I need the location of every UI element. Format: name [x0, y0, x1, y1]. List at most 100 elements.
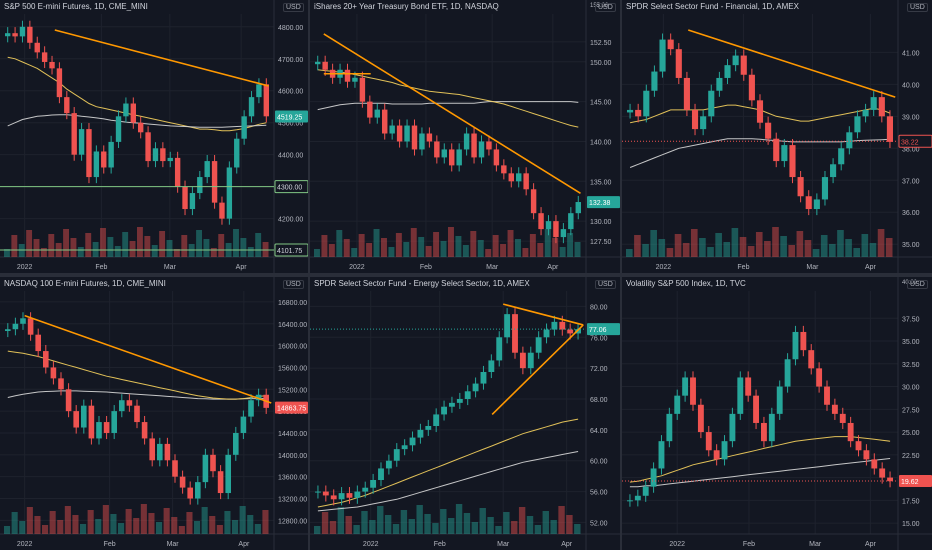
- volume-bar: [384, 515, 392, 534]
- chart-xle-svg[interactable]: 52.00 56.00 60.00 64.00 68.00 72.00 76.00 80.00…: [310, 277, 620, 550]
- volume-bar: [159, 231, 166, 257]
- candle-body: [690, 377, 696, 405]
- candle-body: [504, 314, 511, 338]
- chart-panel-xlf[interactable]: 35.00 36.00 37.00 38.00 39.00 40.00 41.00 2022 F…: [622, 0, 932, 273]
- volume-bar: [853, 248, 861, 257]
- currency-label[interactable]: USD: [283, 3, 304, 12]
- currency-label[interactable]: USD: [283, 280, 304, 289]
- trendline[interactable]: [323, 33, 581, 194]
- candle-body: [854, 116, 861, 133]
- candle-body: [855, 441, 862, 451]
- chart-es-svg[interactable]: 4200.00 4300.00 4400.00 4500.00 4600.00 4700.…: [0, 0, 308, 273]
- y-tick-label: 38.00: [902, 146, 920, 153]
- trendline[interactable]: [24, 314, 272, 404]
- price-tag-label: 4300.00: [277, 185, 302, 192]
- volume-bar: [87, 510, 94, 534]
- volume-bar: [448, 227, 454, 257]
- volume-bar: [395, 233, 402, 257]
- currency-label[interactable]: USD: [907, 3, 928, 12]
- chart-tlt-svg[interactable]: 127.50 130.00 135.00 140.00 145.00 150.00 152.…: [310, 0, 620, 273]
- candle-body: [425, 426, 432, 430]
- candle-body: [417, 429, 424, 438]
- candle-body: [871, 459, 878, 469]
- volume-bar: [829, 244, 836, 257]
- candle-body: [700, 116, 707, 130]
- volume-bar: [26, 507, 33, 534]
- candle-body: [65, 389, 72, 412]
- candle-body: [433, 414, 440, 426]
- y-tick-label: 16000.00: [278, 344, 307, 351]
- candle-body: [560, 229, 567, 238]
- volume-bar: [255, 233, 262, 257]
- y-tick-label: 150.00: [590, 60, 612, 67]
- candle-body: [179, 476, 186, 488]
- candle-body: [182, 186, 188, 210]
- volume-bar: [4, 249, 10, 257]
- candle-body: [41, 52, 48, 62]
- chart-panel-xle[interactable]: 52.00 56.00 60.00 64.00 68.00 72.00 76.00 80.00…: [310, 277, 620, 550]
- price-tag: [587, 323, 620, 336]
- trendline[interactable]: [687, 29, 896, 98]
- candle-body: [575, 202, 581, 214]
- volume-bar: [133, 518, 140, 534]
- volume-bar: [820, 235, 828, 257]
- volume-bar: [552, 238, 559, 257]
- moving-average-line: [629, 458, 891, 488]
- chart-panel-vix[interactable]: 15.0017.5020.0022.5025.0027.5030.0032.50…: [622, 277, 932, 550]
- volume-bar: [416, 505, 423, 534]
- volume-bar: [574, 524, 581, 534]
- trendline[interactable]: [502, 303, 584, 326]
- trendline[interactable]: [491, 324, 584, 415]
- y-tick-label: 27.50: [902, 407, 920, 414]
- currency-label[interactable]: USD: [595, 3, 616, 12]
- y-tick-label: 4500.00: [278, 121, 303, 128]
- candle-body: [71, 113, 77, 155]
- volume-bar: [542, 511, 549, 534]
- volume-bar: [233, 229, 239, 257]
- chart-panel-tlt[interactable]: 127.50 130.00 135.00 140.00 145.00 150.00 152.…: [310, 0, 620, 273]
- price-tag-label: 38.22: [901, 139, 919, 146]
- candle-body: [370, 480, 377, 488]
- volume-bar: [861, 234, 869, 257]
- volume-bar: [885, 238, 893, 257]
- y-tick-label: 155.00: [590, 3, 609, 9]
- chart-panel-es[interactable]: 4200.00 4300.00 4400.00 4500.00 4600.00 4700.…: [0, 0, 308, 273]
- volume-bar: [328, 244, 335, 257]
- volume-bar: [358, 234, 365, 257]
- currency-label[interactable]: USD: [907, 280, 928, 289]
- chart-xlf-svg[interactable]: 35.00 36.00 37.00 38.00 39.00 40.00 41.00 2022 F…: [622, 0, 932, 273]
- candle-body: [464, 391, 471, 399]
- candle-body: [409, 437, 416, 446]
- x-tick-label: Apr: [865, 264, 877, 271]
- candle-body: [697, 404, 704, 433]
- volume-bar: [755, 232, 763, 257]
- chart-vix-svg[interactable]: 15.0017.5020.0022.5025.0027.5030.0032.50…: [622, 277, 932, 550]
- panel-title: SPDR Select Sector Fund - Energy Select …: [314, 279, 530, 288]
- volume-bar: [804, 240, 812, 257]
- volume-bar: [492, 235, 499, 257]
- trendline[interactable]: [54, 29, 269, 87]
- candle-body: [708, 90, 715, 117]
- currency-label[interactable]: USD: [595, 280, 616, 289]
- volume-bar: [462, 245, 469, 257]
- y-tick-label: 39.00: [902, 114, 920, 121]
- panel-divider[interactable]: [0, 273, 932, 277]
- volume-bar: [690, 229, 698, 257]
- volume-bar: [837, 230, 844, 257]
- x-tick-label: Mar: [806, 264, 819, 271]
- candle-body: [471, 133, 477, 158]
- volume-bar: [178, 526, 185, 534]
- candle-body: [108, 141, 114, 168]
- volume-bar: [463, 513, 471, 534]
- x-tick-label: 2022: [669, 541, 685, 548]
- volume-bar: [102, 505, 109, 534]
- candle-body: [839, 413, 846, 423]
- volume-bar: [408, 519, 415, 534]
- volume-bar: [642, 244, 649, 257]
- candle-body: [115, 116, 122, 142]
- volume-bar: [196, 230, 202, 257]
- chart-panel-nq[interactable]: 12800.00 13200.00 13600.00 14000.00 14400.00…: [0, 277, 308, 550]
- chart-nq-svg[interactable]: 12800.00 13200.00 13600.00 14000.00 14400.00…: [0, 277, 308, 550]
- candle-body: [217, 471, 224, 494]
- candle-body: [847, 422, 854, 442]
